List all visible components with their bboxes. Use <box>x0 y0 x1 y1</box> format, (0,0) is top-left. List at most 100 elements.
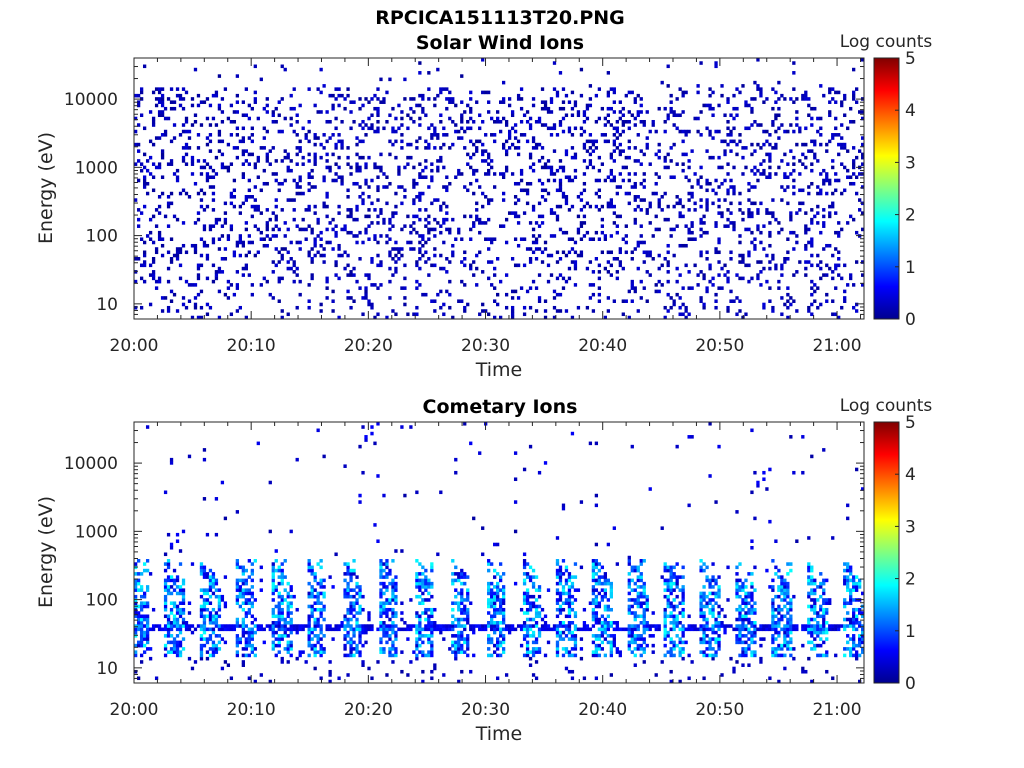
heatmap-cell <box>319 637 323 641</box>
heatmap-cell <box>136 578 141 583</box>
heatmap-cell <box>783 257 787 261</box>
heatmap-cell <box>298 279 302 284</box>
heatmap-cell <box>831 253 835 258</box>
heatmap-cell <box>307 87 311 91</box>
heatmap-cell <box>528 152 533 157</box>
heatmap-cell <box>160 175 165 180</box>
heatmap-cell <box>612 87 616 91</box>
heatmap-cell <box>370 260 374 264</box>
heatmap-cell <box>343 572 347 576</box>
heatmap-cell <box>412 119 416 124</box>
heatmap-cell <box>184 305 189 310</box>
heatmap-cell <box>597 604 602 609</box>
heatmap-cell <box>349 305 353 310</box>
heatmap-cell <box>364 630 368 635</box>
heatmap-cell <box>418 61 422 65</box>
heatmap-cell <box>672 110 676 114</box>
heatmap-cell <box>454 601 458 605</box>
heatmap-cell <box>316 591 320 596</box>
heatmap-cell <box>597 178 602 183</box>
heatmap-cell <box>493 643 497 648</box>
heatmap-cell <box>274 568 278 573</box>
heatmap-cell <box>472 172 476 176</box>
heatmap-cell <box>151 624 156 628</box>
heatmap-cell <box>151 270 156 274</box>
heatmap-cell <box>232 627 237 632</box>
heatmap-cell <box>235 133 240 137</box>
heatmap-cell <box>702 302 706 307</box>
heatmap-cell <box>376 113 380 118</box>
heatmap-cell <box>549 168 554 173</box>
heatmap-cell <box>370 302 374 307</box>
heatmap-cell <box>316 136 320 140</box>
heatmap-cell <box>633 181 637 186</box>
heatmap-cell <box>484 195 488 199</box>
heatmap-cell <box>400 669 404 674</box>
heatmap-cell <box>481 149 485 153</box>
heatmap-cell <box>376 175 380 180</box>
heatmap-cell <box>211 585 216 589</box>
heatmap-cell <box>567 607 572 612</box>
heatmap-cell <box>493 650 497 654</box>
heatmap-cell <box>555 93 560 98</box>
heatmap-cell <box>406 214 410 219</box>
heatmap-cell <box>555 250 560 255</box>
heatmap-cell <box>729 250 733 255</box>
heatmap-cell <box>525 562 530 566</box>
heatmap-cell <box>220 257 225 261</box>
heatmap-cell <box>343 97 347 101</box>
heatmap-cell <box>148 110 153 114</box>
heatmap-cell <box>169 100 174 104</box>
heatmap-cell <box>552 305 557 310</box>
heatmap-cell <box>142 630 147 635</box>
heatmap-cell <box>852 217 856 222</box>
heatmap-cell <box>142 178 147 183</box>
heatmap-cell <box>570 90 575 95</box>
heatmap-cell <box>771 123 775 127</box>
heatmap-cell <box>630 568 634 573</box>
heatmap-cell <box>585 165 590 170</box>
heatmap-cell <box>307 253 311 258</box>
heatmap-cell <box>286 165 290 170</box>
heatmap-cell <box>460 116 464 121</box>
heatmap-cell <box>235 588 240 592</box>
heatmap-cell <box>214 624 219 628</box>
heatmap-cell <box>627 562 631 566</box>
heatmap-cell <box>241 565 245 570</box>
heatmap-cell <box>433 666 437 671</box>
heatmap-cell <box>540 624 545 628</box>
heatmap-cell <box>534 575 539 579</box>
heatmap-cell <box>199 305 204 310</box>
heatmap-cell <box>699 198 703 202</box>
x-tick-label: 20:10 <box>227 336 276 356</box>
heatmap-cell <box>729 299 733 303</box>
heatmap-cell <box>519 106 524 111</box>
heatmap-cell <box>277 594 281 599</box>
heatmap-cell <box>561 647 566 651</box>
heatmap-cell <box>364 435 368 439</box>
heatmap-cell <box>768 165 772 170</box>
heatmap-cell <box>765 97 769 101</box>
heatmap-cell <box>202 643 207 648</box>
heatmap-cell <box>139 614 144 619</box>
heatmap-cell <box>250 106 254 111</box>
heatmap-cell <box>442 221 446 225</box>
heatmap-cell <box>319 643 323 648</box>
heatmap-cell <box>573 647 578 651</box>
heatmap-cell <box>672 175 676 180</box>
heatmap-cell <box>409 224 413 228</box>
heatmap-cell <box>612 204 616 209</box>
heatmap-cell <box>151 214 156 219</box>
heatmap-cell <box>636 591 640 596</box>
heatmap-cell <box>555 292 560 297</box>
heatmap-cell <box>621 165 625 170</box>
heatmap-cell <box>469 110 473 114</box>
heatmap-cell <box>421 168 425 173</box>
heatmap-cell <box>466 640 470 645</box>
heatmap-cell <box>501 637 506 641</box>
heatmap-cell <box>202 607 207 612</box>
heatmap-cell <box>334 146 338 150</box>
heatmap-cell <box>187 611 192 615</box>
heatmap-cell <box>370 257 374 261</box>
heatmap-cell <box>457 601 461 605</box>
